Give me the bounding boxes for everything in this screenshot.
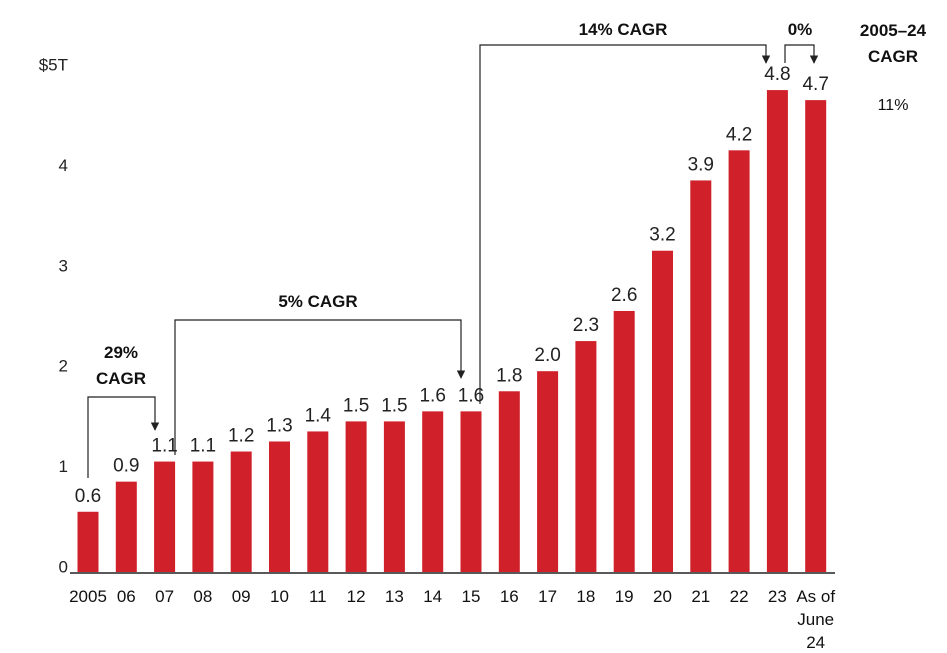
y-tick-label: 1 — [59, 457, 68, 476]
value-label: 1.3 — [266, 415, 292, 436]
value-label: 1.6 — [419, 385, 445, 406]
annotation: 14% CAGR — [578, 20, 668, 39]
x-tick-label: 14 — [423, 587, 443, 606]
value-label: 4.8 — [764, 64, 790, 85]
x-tick-label: 11 — [308, 587, 327, 606]
value-label: 1.4 — [305, 405, 332, 426]
y-tick-label: 2 — [59, 357, 68, 376]
value-label: 1.5 — [381, 395, 407, 416]
value-label: 1.6 — [458, 385, 484, 406]
x-tick-label: 22 — [729, 587, 749, 606]
bar — [192, 461, 214, 572]
x-tick-label: 16 — [499, 587, 519, 606]
bar — [460, 411, 482, 572]
bracket — [87, 396, 160, 478]
x-tick-label: 20 — [653, 587, 672, 606]
x-tick-label: 23 — [767, 587, 787, 606]
bracket — [174, 319, 466, 455]
value-label: 2.0 — [534, 345, 560, 366]
bar — [230, 451, 252, 572]
x-tick-label: 09 — [231, 587, 251, 606]
annotation: 5% CAGR — [278, 292, 358, 311]
bar — [575, 341, 597, 572]
bar — [766, 90, 788, 572]
value-label: 2.3 — [573, 315, 599, 336]
value-label: 2.6 — [611, 285, 637, 306]
x-tick-label: 06 — [116, 587, 136, 606]
bar — [77, 511, 99, 572]
x-tick-label: 19 — [614, 587, 634, 606]
side-note-value: 11% — [877, 97, 909, 114]
value-label: 3.2 — [649, 225, 675, 246]
y-tick-label: $5T — [39, 55, 68, 74]
y-tick-label: 0 — [59, 557, 68, 576]
annotation: 0% — [787, 20, 813, 39]
value-label: 1.5 — [343, 395, 369, 416]
bar — [307, 431, 329, 572]
bar — [537, 371, 559, 572]
value-label: 1.8 — [496, 365, 522, 386]
value-label: 1.2 — [228, 426, 254, 447]
bar — [613, 310, 635, 572]
bar — [154, 461, 176, 572]
x-tick-label: As of June 24 — [796, 587, 836, 652]
value-label: 3.9 — [688, 154, 714, 175]
value-label: 1.1 — [151, 436, 177, 457]
x-tick-label: 17 — [538, 587, 558, 606]
x-tick-label: 07 — [155, 587, 175, 606]
side-note-title: 2005–24 CAGR — [859, 21, 927, 66]
y-tick-label: 3 — [59, 256, 68, 275]
x-tick-label: 18 — [576, 587, 596, 606]
bar — [383, 421, 405, 572]
x-tick-label: 2005 — [69, 587, 107, 606]
x-tick-label: 12 — [346, 587, 366, 606]
value-label: 0.6 — [75, 486, 101, 507]
bar — [345, 421, 367, 572]
bracket — [479, 44, 771, 404]
bracket — [784, 44, 819, 64]
bar — [690, 180, 712, 572]
value-label: 4.2 — [726, 124, 752, 145]
y-tick-label: 4 — [59, 156, 68, 175]
bar — [728, 150, 750, 572]
x-tick-label: 21 — [691, 587, 711, 606]
x-tick-label: 10 — [270, 587, 289, 606]
annotation: 29% CAGR — [95, 343, 147, 388]
value-label: 1.1 — [190, 436, 216, 457]
value-label: 4.7 — [802, 74, 828, 95]
value-label: 0.9 — [113, 456, 139, 477]
bar — [269, 441, 290, 572]
x-tick-label: 13 — [384, 587, 404, 606]
bar — [422, 411, 444, 572]
bar — [115, 481, 137, 572]
x-tick-label: 15 — [461, 587, 481, 606]
x-tick-label: 08 — [193, 587, 213, 606]
bar — [652, 250, 673, 572]
bar — [805, 100, 827, 573]
bar — [498, 391, 520, 572]
